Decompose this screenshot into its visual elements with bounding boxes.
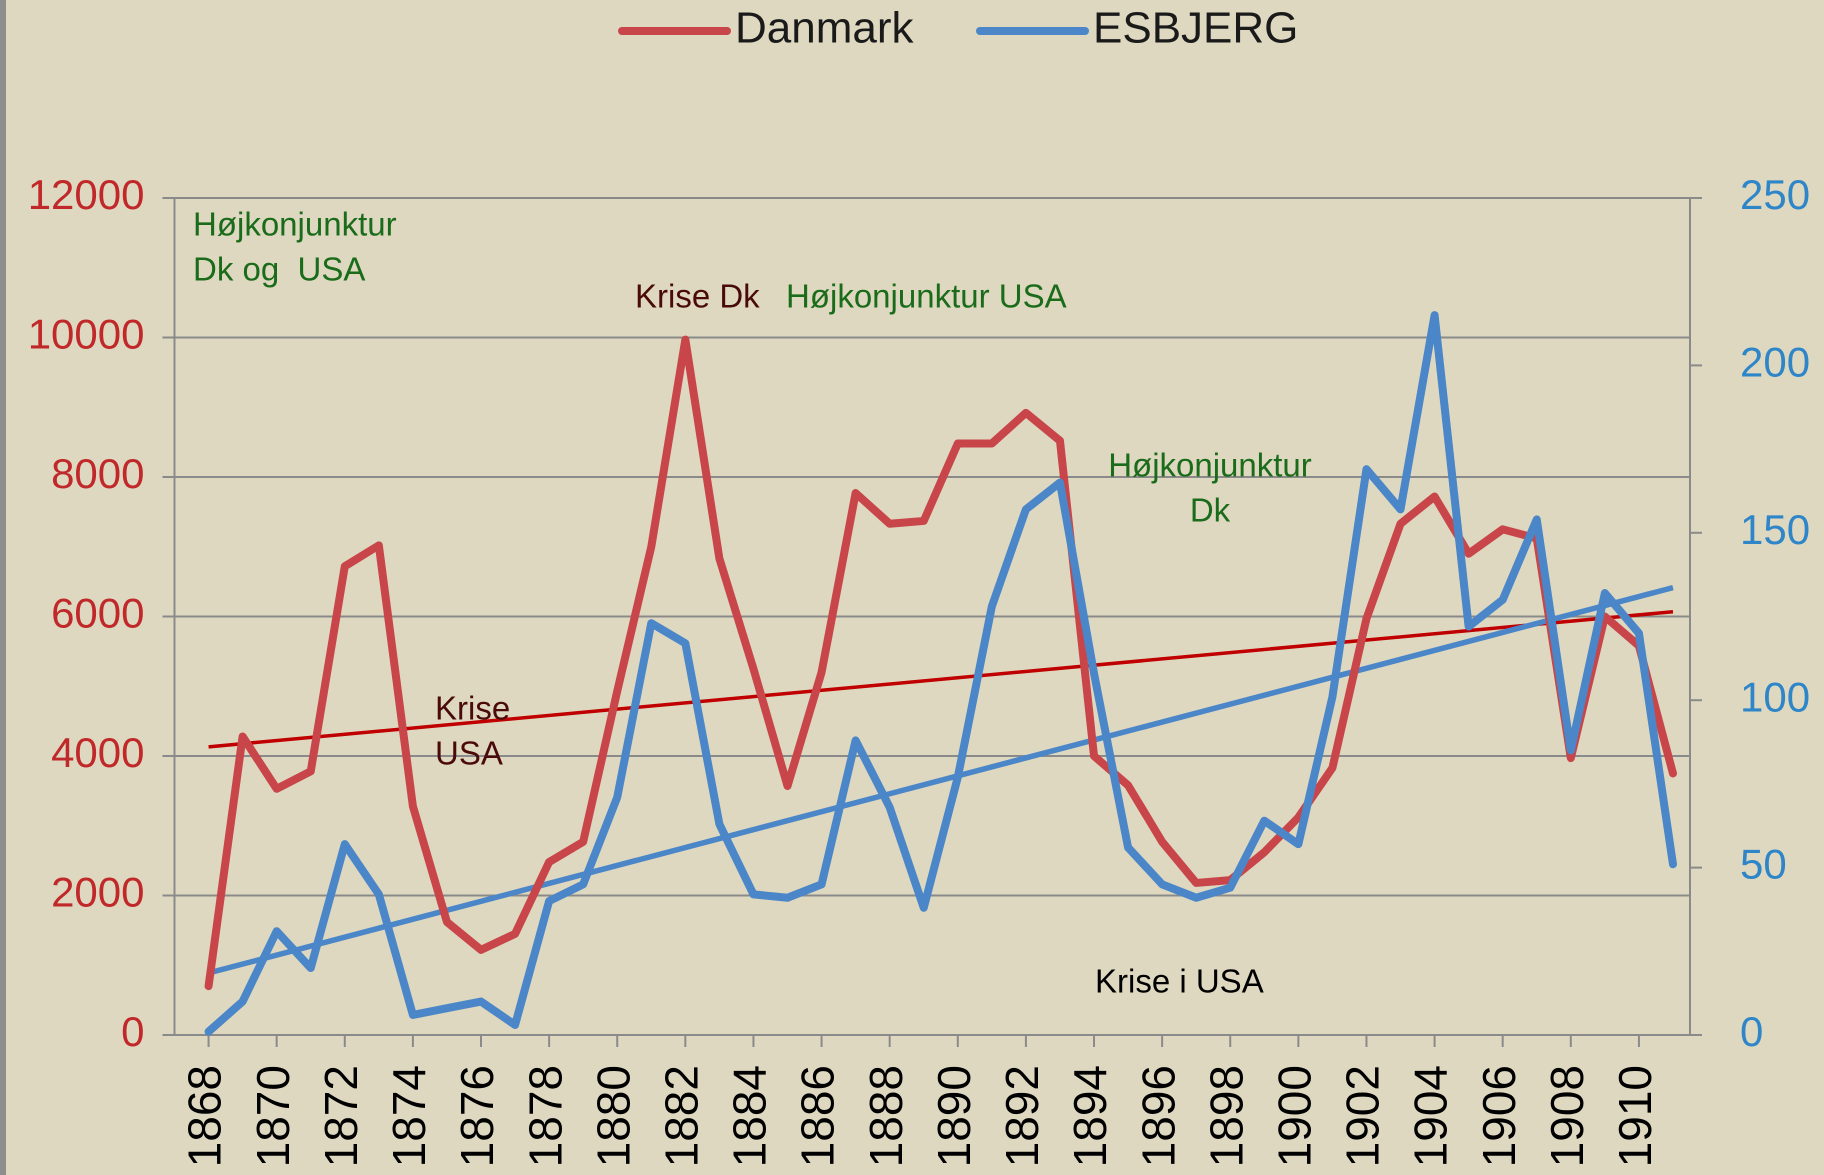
x-tick-label: 1908 [1541, 1065, 1593, 1167]
x-tick-label: 1900 [1269, 1065, 1321, 1167]
x-tick-label: 1882 [655, 1065, 707, 1167]
legend-label: ESBJERG [1093, 4, 1298, 53]
y2-tick-label: 100 [1740, 673, 1810, 720]
y2-tick-label: 0 [1740, 1008, 1763, 1055]
x-tick-label: 1910 [1609, 1065, 1661, 1167]
series-line [204, 335, 1677, 991]
x-tick-label: 1884 [724, 1065, 776, 1167]
x-tick-label: 1878 [519, 1065, 571, 1167]
y-tick-label: 0 [121, 1008, 144, 1055]
x-tick-label: 1876 [451, 1065, 503, 1167]
y2-tick-label: 50 [1740, 841, 1787, 888]
y2-tick-label: 200 [1740, 338, 1810, 385]
x-tick-label: 1872 [315, 1065, 367, 1167]
y-tick-label: 4000 [51, 729, 144, 776]
left-edge [0, 0, 6, 1175]
annotation: Krise Dk [635, 278, 760, 315]
trendline [208, 610, 1674, 749]
y2-tick-label: 150 [1740, 506, 1810, 553]
x-tick-label: 1904 [1405, 1065, 1457, 1167]
annotation: USA [435, 735, 503, 772]
y-tick-label: 8000 [51, 450, 144, 497]
x-tick-label: 1890 [928, 1065, 980, 1167]
annotation: Dk [1190, 492, 1231, 529]
legend-label: Danmark [735, 4, 914, 53]
x-tick-label: 1870 [247, 1065, 299, 1167]
annotation: Krise [435, 690, 510, 727]
annotation: Dk og USA [193, 251, 365, 288]
x-tick-label: 1896 [1132, 1065, 1184, 1167]
x-tick-label: 1894 [1064, 1065, 1116, 1167]
x-tick-label: 1888 [860, 1065, 912, 1167]
y-tick-label: 12000 [28, 171, 145, 218]
annotation: Højkonjunktur USA [786, 278, 1067, 315]
x-tick-label: 1906 [1473, 1065, 1525, 1167]
y-tick-label: 2000 [51, 869, 144, 916]
series-line [204, 311, 1677, 1036]
x-tick-label: 1892 [996, 1065, 1048, 1167]
annotation: Krise i USA [1095, 963, 1264, 1000]
x-tick-label: 1874 [383, 1065, 435, 1167]
annotation: Højkonjunktur [193, 206, 397, 243]
x-tick-label: 1868 [179, 1065, 231, 1167]
x-tick-label: 1898 [1200, 1065, 1252, 1167]
annotation: Højkonjunktur [1108, 447, 1312, 484]
x-tick-label: 1902 [1337, 1065, 1389, 1167]
y2-tick-label: 250 [1740, 171, 1810, 218]
y-tick-label: 6000 [51, 590, 144, 637]
trendline [207, 584, 1674, 976]
y-tick-label: 10000 [28, 311, 145, 358]
x-tick-label: 1886 [792, 1065, 844, 1167]
x-tick-label: 1880 [587, 1065, 639, 1167]
